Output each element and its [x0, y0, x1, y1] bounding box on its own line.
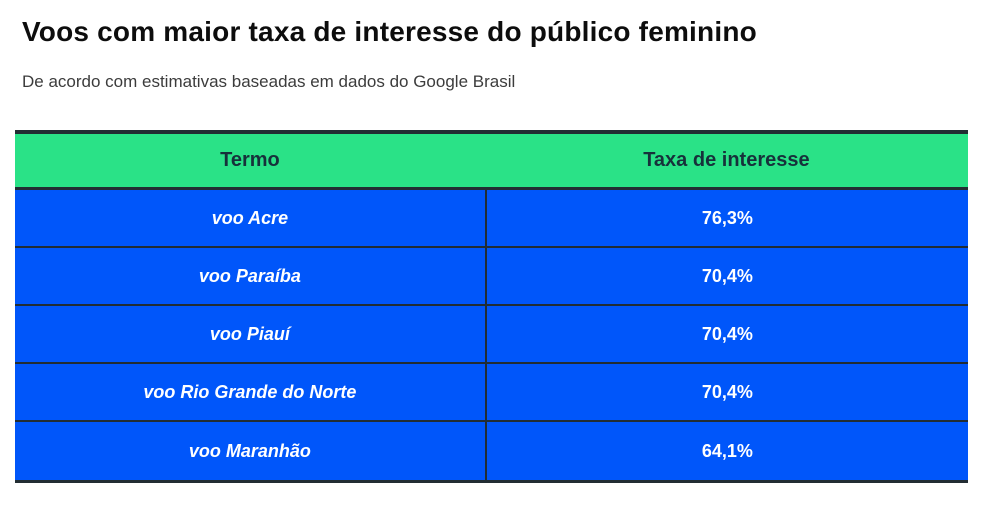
rate-cell: 70,4%	[484, 248, 968, 304]
table-row: voo Acre 76,3%	[15, 190, 968, 248]
table-row: voo Paraíba 70,4%	[15, 248, 968, 306]
term-cell: voo Maranhão	[188, 440, 311, 461]
rate-cell: 76,3%	[484, 190, 968, 246]
table-header-row: Termo Taxa de interesse	[15, 134, 968, 190]
rate-cell: 70,4%	[484, 364, 968, 420]
page-title: Voos com maior taxa de interesse do públ…	[22, 16, 757, 47]
column-header-termo: Termo	[220, 149, 280, 171]
term-cell: voo Acre	[211, 207, 289, 228]
term-cell: voo Paraíba	[198, 265, 301, 286]
interest-rate-table: Termo Taxa de interesse voo Acre 76,3% v…	[15, 130, 968, 483]
table-row: voo Rio Grande do Norte 70,4%	[15, 364, 968, 422]
term-cell: voo Rio Grande do Norte	[143, 381, 357, 402]
term-cell: voo Piauí	[209, 323, 290, 344]
rate-cell: 64,1%	[484, 422, 968, 480]
page-subtitle: De acordo com estimativas baseadas em da…	[22, 72, 516, 91]
table-row: voo Piauí 70,4%	[15, 306, 968, 364]
table-row: voo Maranhão 64,1%	[15, 422, 968, 480]
column-header-taxa: Taxa de interesse	[643, 149, 810, 171]
rate-cell: 70,4%	[484, 306, 968, 362]
